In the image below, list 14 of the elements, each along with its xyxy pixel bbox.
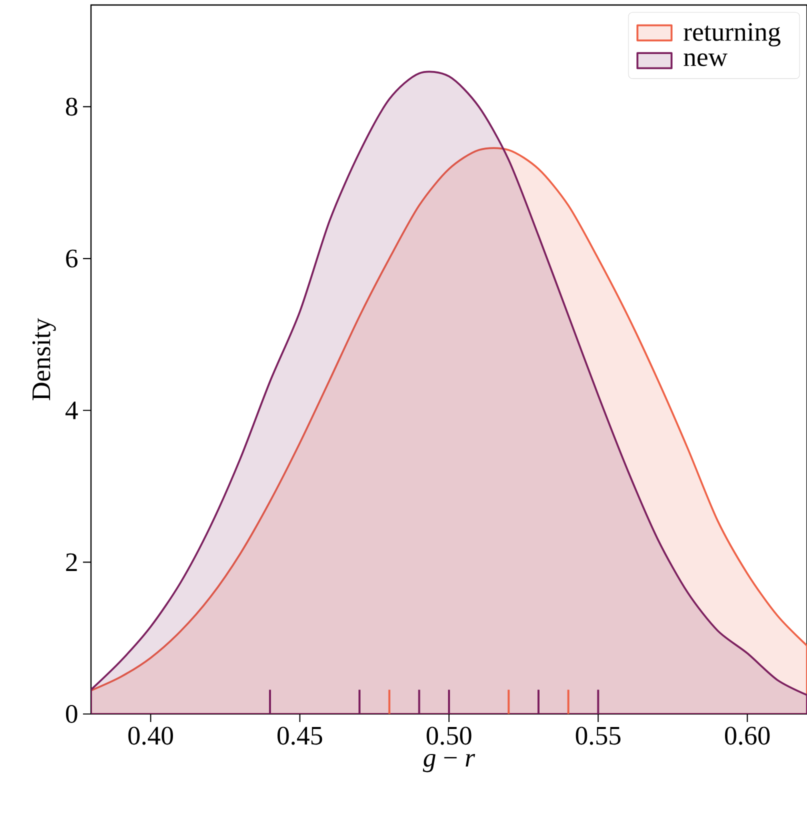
legend-label: returning (684, 23, 780, 46)
y-tick-label: 8 (66, 98, 78, 116)
y-tick-label: 0 (66, 705, 78, 723)
x-tick-label: 0.40 (128, 726, 173, 745)
x-axis-title: g − r (422, 754, 476, 772)
x-tick-label: 0.55 (576, 726, 620, 745)
x-tick-label: 0.50 (426, 726, 472, 745)
x-tick-label: 0.60 (725, 726, 770, 745)
y-axis-title: Density (32, 318, 56, 400)
y-tick-label: 6 (66, 250, 78, 268)
x-tick-label: 0.45 (278, 726, 322, 745)
y-tick-label: 4 (65, 402, 78, 420)
y-tick-label: 2 (66, 553, 77, 572)
legend-label: new (684, 53, 728, 66)
